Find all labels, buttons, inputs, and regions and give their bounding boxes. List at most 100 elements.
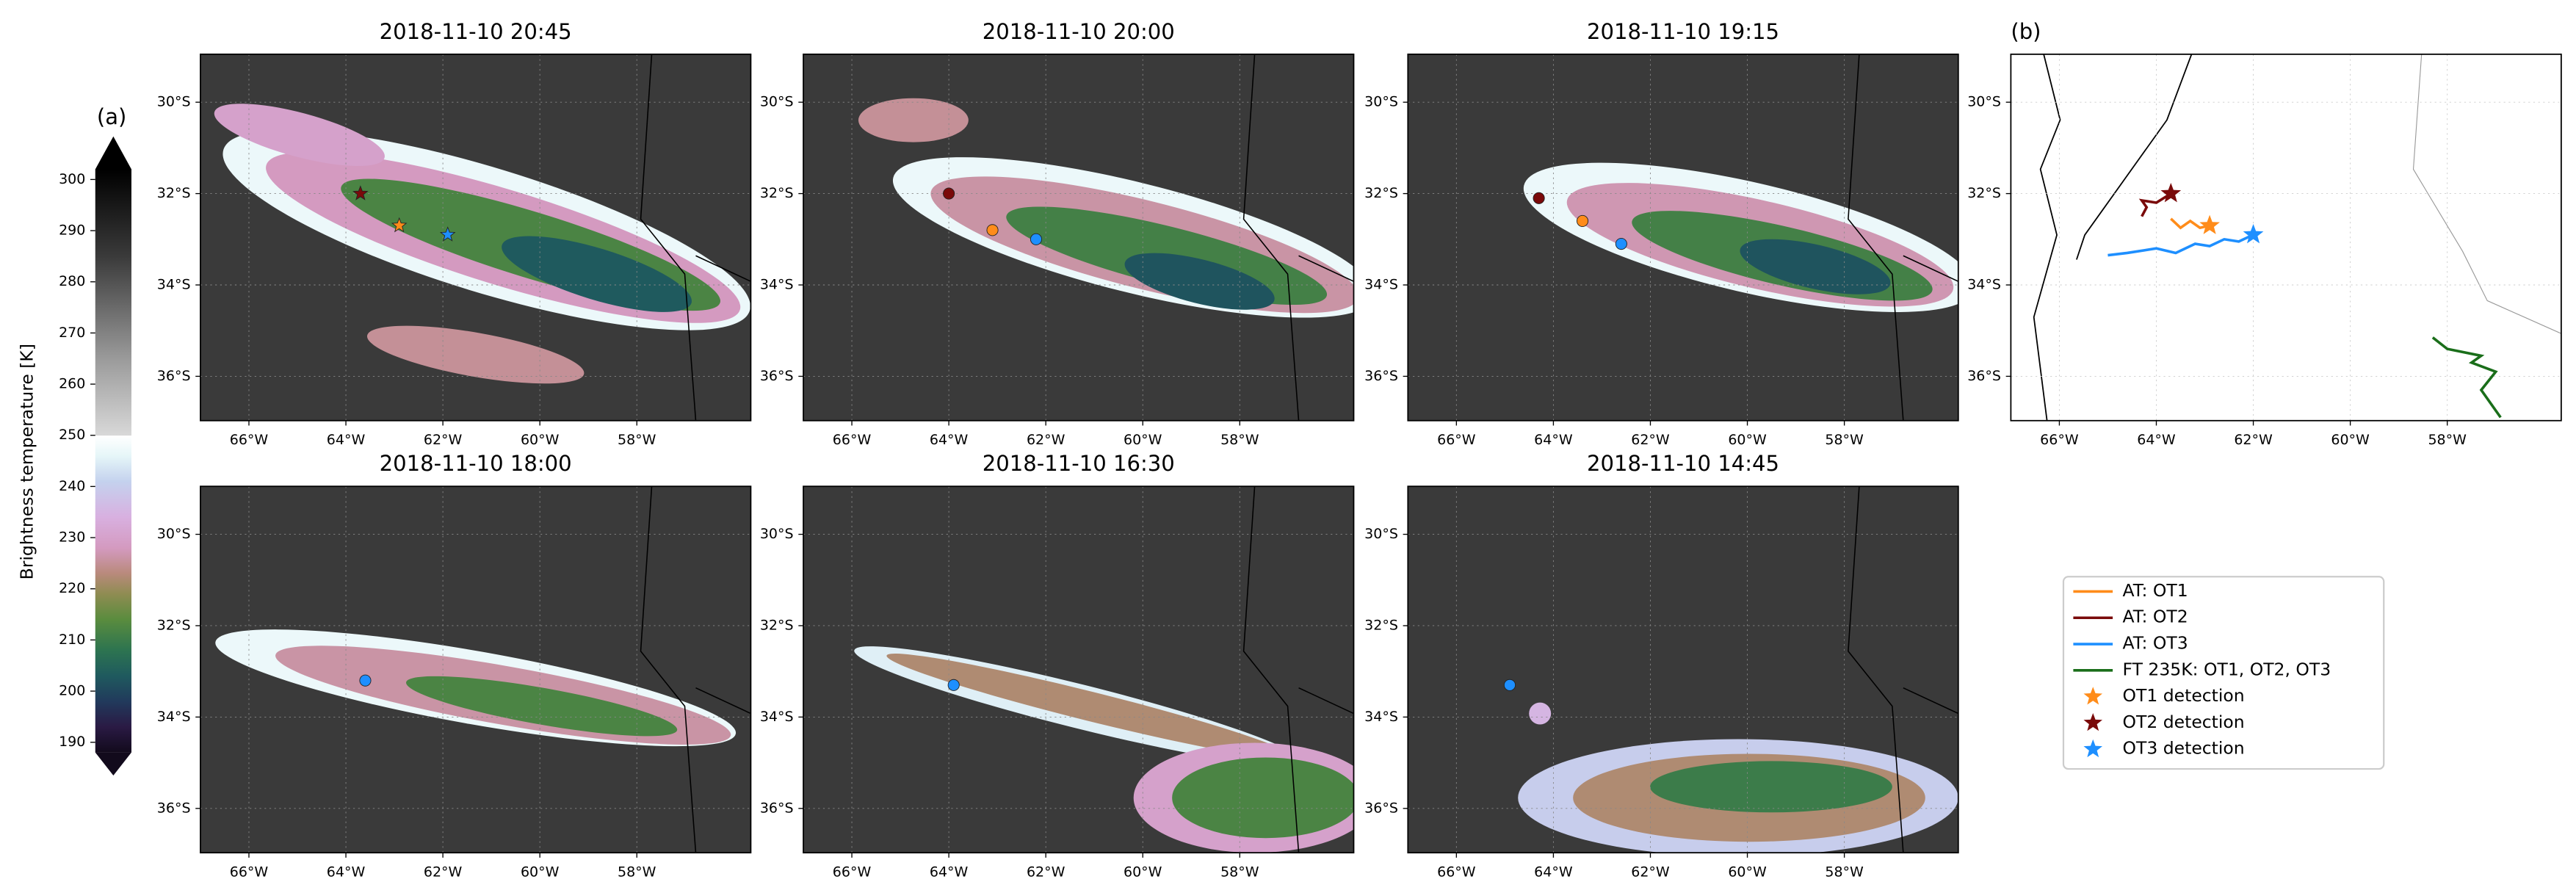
y-tick-label: 36°S (760, 368, 794, 384)
map-layer (803, 54, 1354, 421)
y-tick-label: 36°S (1364, 368, 1398, 384)
ot-marker (947, 679, 960, 691)
x-tick-label: 58°W (618, 432, 656, 448)
x-tick-label: 64°W (327, 864, 366, 881)
cloud (1529, 702, 1552, 725)
map-frame (803, 53, 1355, 422)
colorbar-extend (95, 136, 131, 170)
y-tick-label: 36°S (1364, 800, 1398, 816)
colorbar-tick-label: 250 (59, 427, 85, 443)
x-tick-label: 58°W (2428, 432, 2467, 448)
colorbar-tick-label: 280 (59, 273, 85, 289)
legend-label: AT: OT3 (2123, 633, 2188, 654)
colorbar-label: Brightness temperature [K] (17, 344, 37, 579)
x-tick-label: 64°W (930, 432, 969, 448)
ot-marker (1576, 214, 1589, 227)
map-frame (200, 485, 752, 854)
cloud (214, 104, 385, 167)
river (2076, 54, 2193, 260)
panel-title: 2018-11-10 16:30 (983, 451, 1175, 476)
y-tick-label: 36°S (157, 800, 191, 816)
y-tick-label: 30°S (760, 526, 794, 542)
colorbar-tick-label: 300 (59, 171, 85, 187)
cloud (1650, 761, 1892, 813)
cloud (502, 236, 692, 312)
x-tick-label: 60°W (1124, 432, 1162, 448)
y-tick-label: 32°S (760, 185, 794, 201)
colorbar-tick-label: 220 (59, 580, 85, 596)
x-tick-label: 64°W (1534, 864, 1573, 881)
x-tick-label: 64°W (2137, 432, 2176, 448)
y-tick-label: 34°S (157, 709, 191, 725)
legend-label: FT 235K: OT1, OT2, OT3 (2123, 659, 2331, 679)
y-tick-label: 30°S (1967, 94, 2001, 110)
border (640, 486, 751, 853)
colorbar-tick-label: 210 (59, 632, 85, 648)
legend-swatch (2083, 687, 2103, 705)
colorbar-tick-label: 230 (59, 529, 85, 546)
x-tick-label: 64°W (1534, 432, 1573, 448)
map-layer (2011, 54, 2561, 421)
panel-label: (a) (97, 104, 127, 129)
coastline (2033, 54, 2061, 421)
legend-swatch (2083, 739, 2103, 758)
y-tick-label: 36°S (760, 800, 794, 816)
colorbar-tick-label: 190 (59, 734, 85, 750)
border (1242, 54, 1354, 421)
ot-marker (1615, 237, 1627, 250)
x-tick-label: 58°W (1220, 432, 1259, 448)
legend-swatch (2083, 712, 2103, 731)
x-tick-label: 66°W (2040, 432, 2079, 448)
y-tick-label: 32°S (1364, 617, 1398, 633)
legend-label: OT1 detection (2123, 685, 2245, 706)
map-layer (1408, 54, 1958, 421)
y-tick-label: 34°S (760, 277, 794, 293)
ot-marker (1533, 192, 1545, 204)
cloud (406, 676, 678, 737)
cloud (858, 98, 969, 142)
track (2170, 217, 2210, 230)
track (2431, 336, 2502, 419)
legend-label: AT: OT2 (2123, 607, 2188, 627)
y-tick-label: 30°S (1364, 526, 1398, 542)
panel-title: 2018-11-10 14:45 (1587, 451, 1779, 476)
ot-marker (391, 217, 408, 233)
map-frame (1407, 485, 1959, 854)
y-tick-label: 36°S (1967, 368, 2001, 384)
x-tick-label: 58°W (1220, 864, 1259, 881)
border (1848, 54, 1958, 421)
y-tick-label: 32°S (157, 185, 191, 201)
x-tick-label: 60°W (521, 432, 560, 448)
x-tick-label: 58°W (1825, 432, 1864, 448)
map-frame (803, 485, 1355, 854)
y-tick-label: 30°S (760, 94, 794, 110)
panel-title: 2018-11-10 19:15 (1587, 19, 1779, 44)
ot-marker (986, 224, 999, 236)
x-tick-label: 66°W (230, 432, 269, 448)
detection-marker (2199, 214, 2220, 234)
legend (2062, 576, 2385, 770)
y-tick-label: 36°S (157, 368, 191, 384)
y-tick-label: 34°S (157, 277, 191, 293)
map-background (2011, 54, 2561, 421)
track (2108, 233, 2254, 257)
colorbar (95, 169, 131, 753)
track (2138, 192, 2172, 217)
legend-label: AT: OT1 (2123, 580, 2188, 601)
colorbar-extend (95, 752, 131, 776)
detection-marker (2160, 183, 2182, 203)
border (2412, 54, 2561, 334)
x-tick-label: 66°W (833, 432, 872, 448)
y-tick-label: 34°S (1364, 709, 1398, 725)
map-layer (1408, 486, 1958, 853)
ot-marker (352, 185, 369, 200)
x-tick-label: 62°W (1027, 864, 1066, 881)
detection-marker (2243, 224, 2264, 244)
legend-label: OT3 detection (2123, 738, 2245, 759)
y-tick-label: 30°S (1364, 94, 1398, 110)
map-layer (803, 486, 1354, 853)
x-tick-label: 66°W (1437, 432, 1476, 448)
map-frame (200, 53, 752, 422)
x-tick-label: 60°W (1728, 864, 1767, 881)
